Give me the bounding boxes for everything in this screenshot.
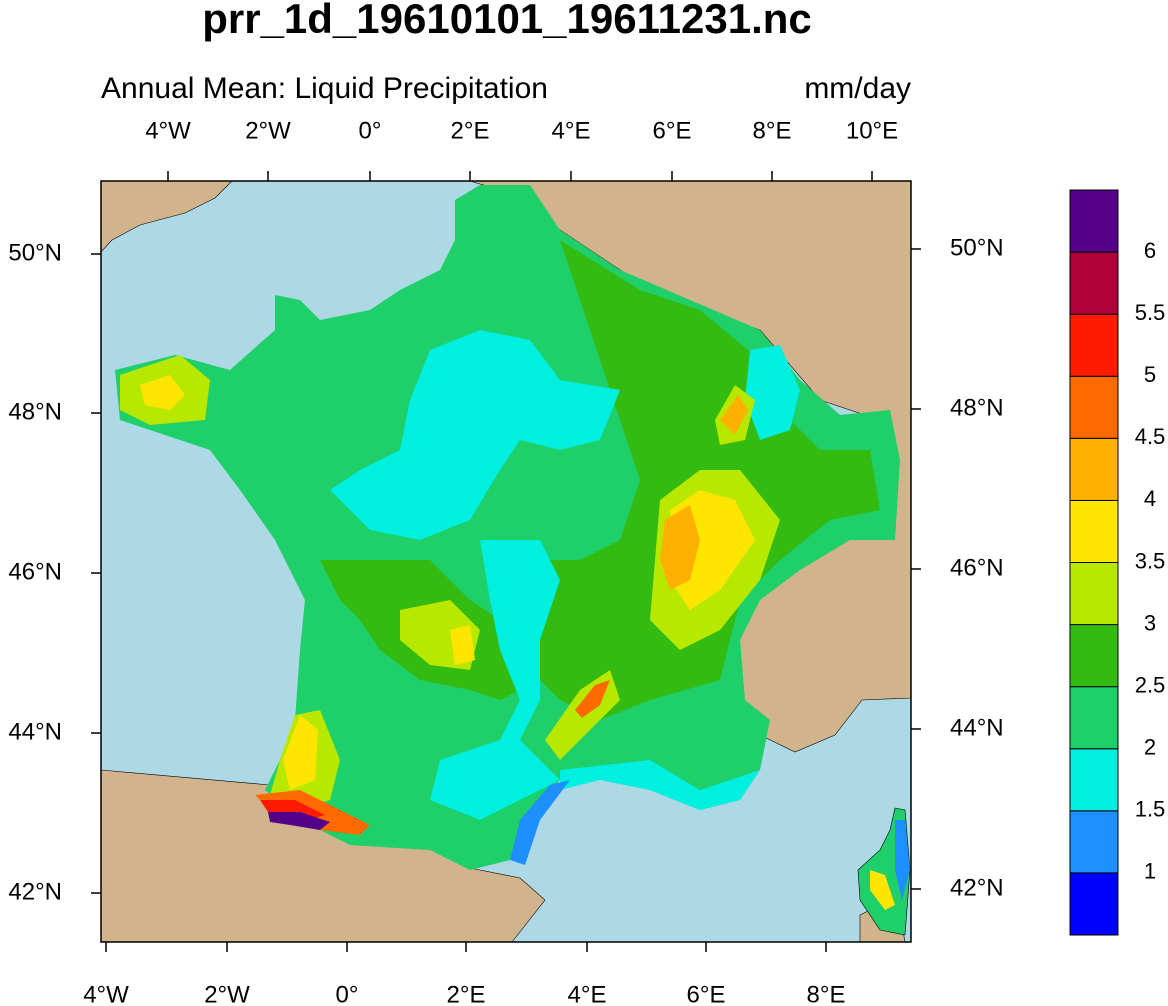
- left-label: 44°N: [8, 718, 62, 745]
- zone-4-5-cevennes: [575, 680, 610, 718]
- colorbar-box: [1069, 189, 1119, 253]
- colorbar-label: 3: [1144, 610, 1156, 635]
- colorbar-box: [1069, 375, 1119, 439]
- colorbar-box: [1069, 810, 1119, 874]
- colorbar-box: [1069, 872, 1119, 936]
- right-label: 50°N: [950, 234, 1004, 261]
- colorbar-box: [1069, 499, 1119, 563]
- colorbar-label: 5: [1144, 362, 1156, 387]
- bottom-label: 6°E: [687, 981, 726, 1006]
- colorbar-box: [1069, 313, 1119, 377]
- colorbar-label: 2.5: [1135, 672, 1166, 697]
- zone-4: [660, 505, 700, 590]
- colorbar-label: 2: [1144, 735, 1156, 760]
- colorbar-label: 1.5: [1135, 797, 1166, 822]
- land-uk: [100, 180, 233, 253]
- zone-1-5-south: [430, 540, 560, 820]
- top-label: 6°E: [653, 117, 692, 144]
- zone-1-5-coast: [560, 760, 760, 810]
- top-label: 4°E: [552, 117, 591, 144]
- zone-3-5-landes: [283, 715, 318, 790]
- top-label: 2°W: [245, 117, 291, 144]
- corsica-peak: [870, 870, 895, 910]
- axes: 4°W 2°W 0° 2°E 4°E 6°E 8°E 10°E 4°W 2°W 0° 2°E 4°E 6°…: [8, 117, 1003, 1006]
- bottom-label: 4°E: [568, 981, 607, 1006]
- colorbar: 1 1.5 2 2.5 3 3.5 4 4.5 5 5.5 6: [1069, 189, 1166, 936]
- subtitle: Annual Mean: Liquid Precipitation: [101, 72, 548, 105]
- right-label: 48°N: [950, 394, 1004, 421]
- colorbar-label: 3.5: [1135, 548, 1166, 573]
- colorbar-label: 1: [1144, 859, 1156, 884]
- bottom-label: 4°W: [83, 981, 129, 1006]
- bottom-label: 8°E: [807, 981, 846, 1006]
- top-label: 4°W: [145, 117, 191, 144]
- left-label: 50°N: [8, 239, 62, 266]
- right-label: 46°N: [950, 554, 1004, 581]
- top-label: 8°E: [753, 117, 792, 144]
- top-label: 0°: [359, 117, 382, 144]
- map-frame: [100, 180, 912, 943]
- zone-6-pyrenees: [268, 812, 330, 830]
- colorbar-label: 4: [1144, 486, 1156, 511]
- zone-1-5-east: [745, 345, 800, 440]
- zone-3-5-brittany: [140, 375, 185, 410]
- left-label: 46°N: [8, 558, 62, 585]
- left-label: 48°N: [8, 398, 62, 425]
- colorbar-box: [1069, 562, 1119, 626]
- title: prr_1d_19610101_19611231.nc: [202, 0, 812, 42]
- colorbar-box: [1069, 437, 1119, 501]
- zone-3-5-centre: [450, 625, 475, 665]
- zone-4-north: [720, 395, 748, 435]
- right-label: 42°N: [950, 874, 1004, 901]
- left-label: 42°N: [8, 878, 62, 905]
- colorbar-label: 6: [1144, 238, 1156, 263]
- colorbar-box: [1069, 748, 1119, 812]
- colorbar-box: [1069, 624, 1119, 688]
- colorbar-label: 5.5: [1135, 300, 1166, 325]
- colorbar-label: 4.5: [1135, 424, 1166, 449]
- zone-1-5: [330, 330, 620, 540]
- top-label: 2°E: [451, 117, 490, 144]
- corsica-coast: [895, 820, 910, 900]
- bottom-label: 0°: [336, 981, 359, 1006]
- top-label: 10°E: [846, 117, 898, 144]
- right-label: 44°N: [950, 714, 1004, 741]
- bottom-label: 2°W: [204, 981, 250, 1006]
- units: mm/day: [804, 72, 911, 105]
- colorbar-box: [1069, 251, 1119, 315]
- colorbar-box: [1069, 686, 1119, 750]
- bottom-label: 2°E: [447, 981, 486, 1006]
- map: [100, 180, 912, 943]
- zone-1-coast: [510, 780, 570, 865]
